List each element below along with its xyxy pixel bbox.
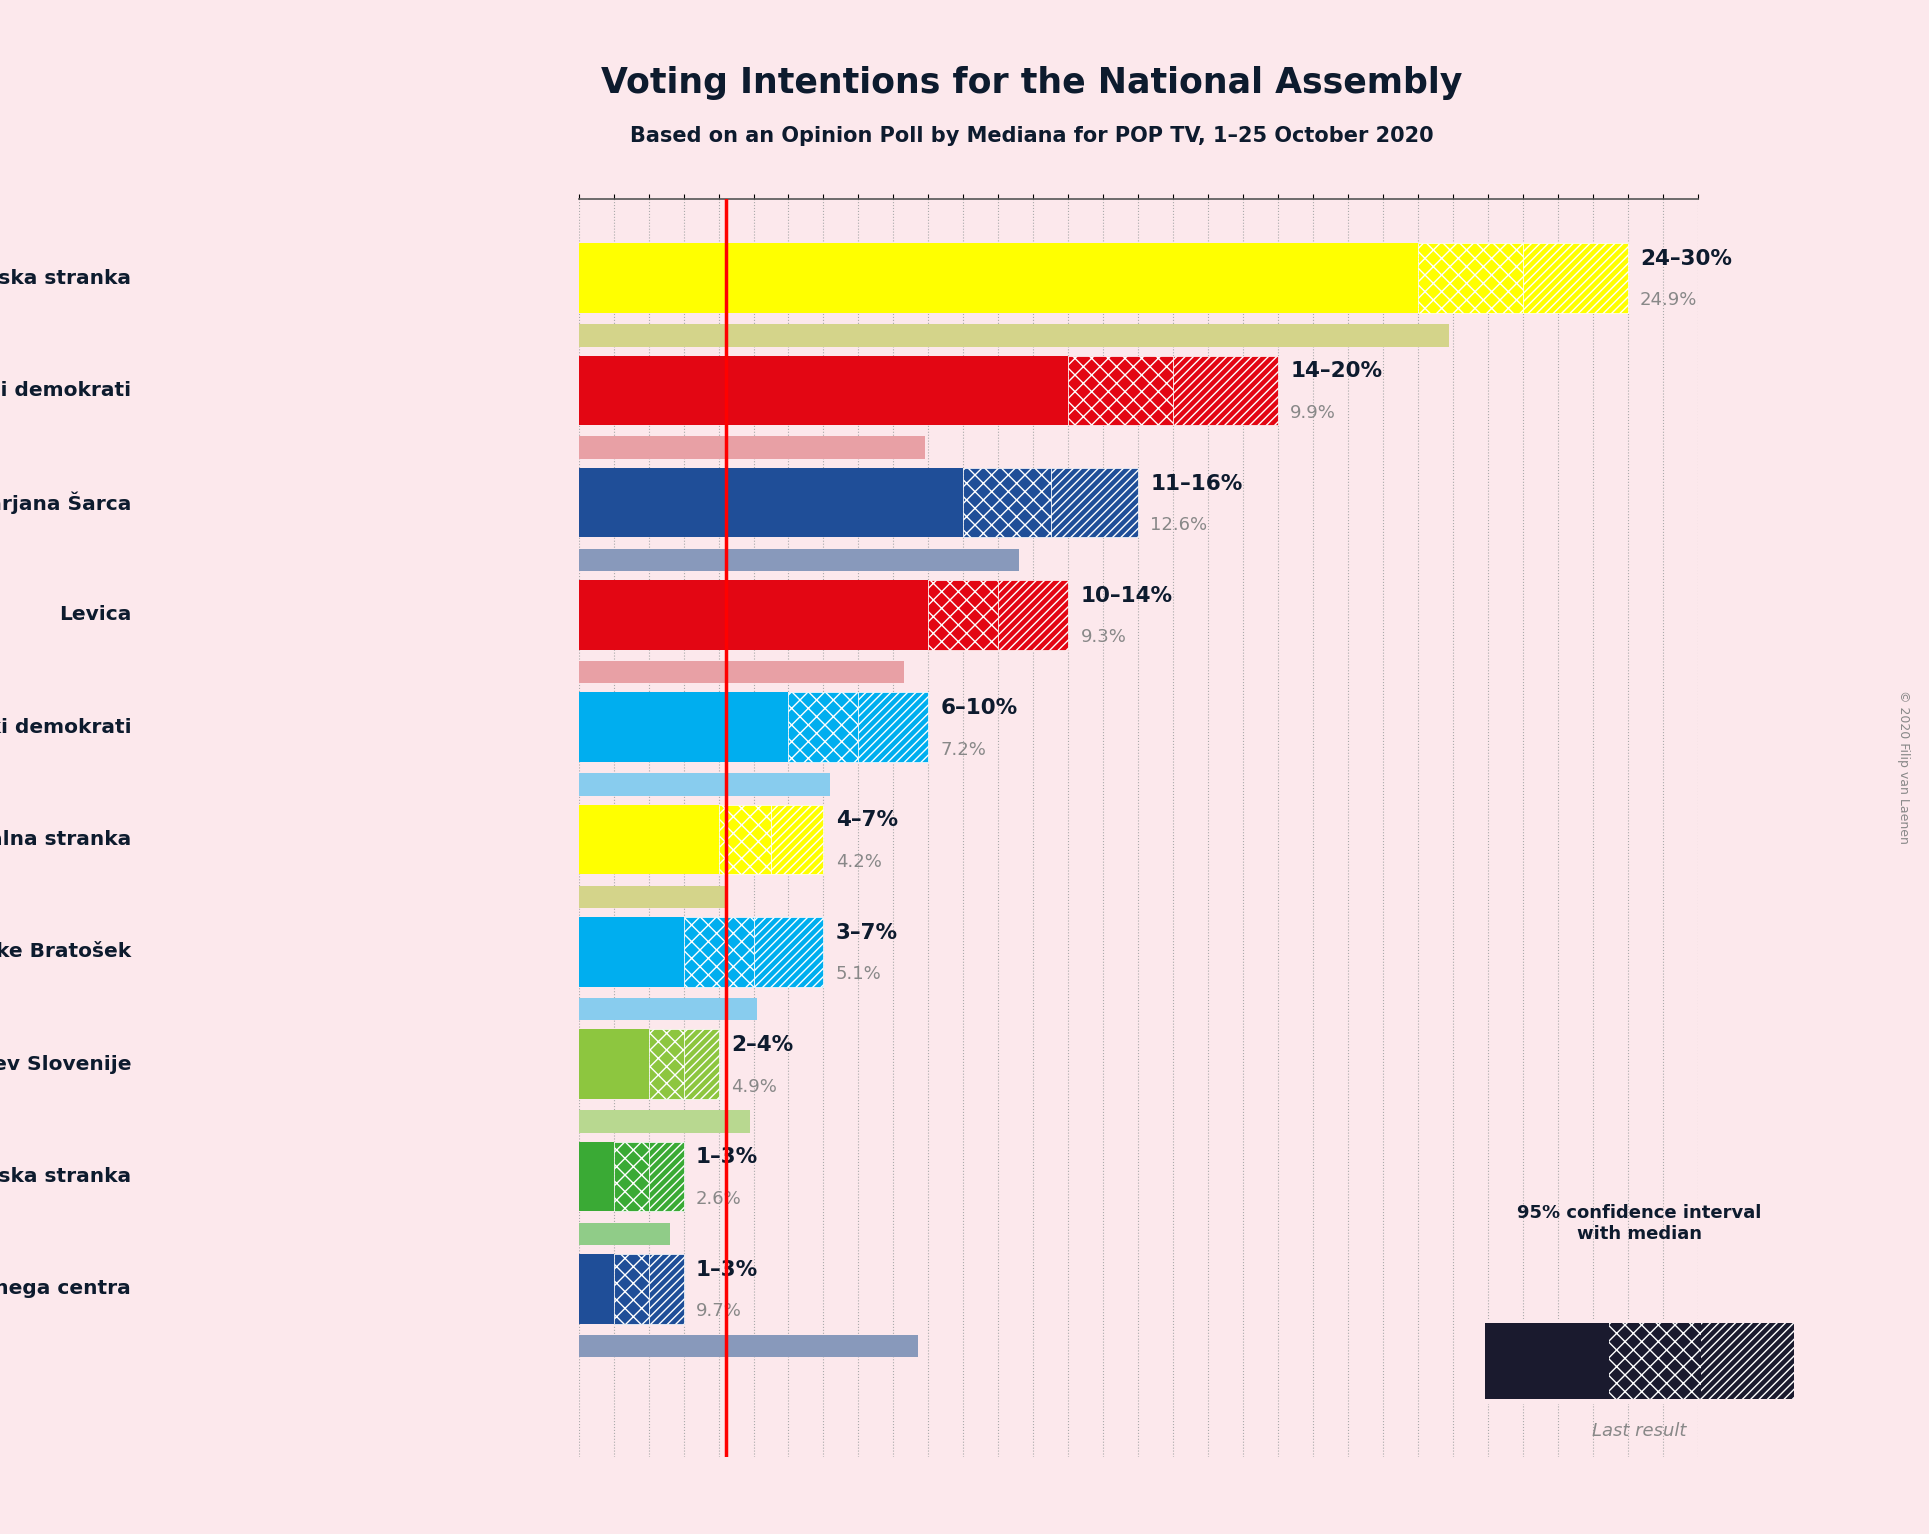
Bar xyxy=(789,692,858,762)
Bar xyxy=(1485,1324,1609,1399)
Bar xyxy=(1051,468,1138,537)
Text: Stranka Alenke Bratošek: Stranka Alenke Bratošek xyxy=(0,942,131,962)
Text: Levica: Levica xyxy=(58,606,131,624)
Text: 14–20%: 14–20% xyxy=(1291,360,1383,382)
Bar xyxy=(579,917,683,986)
Text: Stranka modernega centra: Stranka modernega centra xyxy=(0,1279,131,1298)
Text: 11–16%: 11–16% xyxy=(1150,474,1242,494)
Text: Based on an Opinion Poll by Mediana for POP TV, 1–25 October 2020: Based on an Opinion Poll by Mediana for … xyxy=(631,126,1433,146)
Bar xyxy=(579,436,924,459)
Text: 1–3%: 1–3% xyxy=(696,1147,758,1167)
Text: Nova Slovenija–Krščanski demokrati: Nova Slovenija–Krščanski demokrati xyxy=(0,718,131,738)
Text: 6–10%: 6–10% xyxy=(941,698,1019,718)
Bar xyxy=(718,805,772,874)
Text: Voting Intentions for the National Assembly: Voting Intentions for the National Assem… xyxy=(602,66,1462,100)
Bar xyxy=(1069,356,1173,425)
Bar xyxy=(683,917,754,986)
Text: Slovenska nacionalna stranka: Slovenska nacionalna stranka xyxy=(0,830,131,850)
Bar xyxy=(579,244,1418,313)
Bar xyxy=(579,1253,613,1324)
Bar xyxy=(754,917,824,986)
Bar xyxy=(1609,1324,1701,1399)
Bar xyxy=(1418,244,1522,313)
Text: 7.2%: 7.2% xyxy=(941,741,986,759)
Bar xyxy=(579,999,756,1020)
Text: 4–7%: 4–7% xyxy=(835,810,897,830)
Bar xyxy=(648,1029,683,1098)
Text: Slovenska demokratska stranka: Slovenska demokratska stranka xyxy=(0,268,131,287)
Text: Socialni demokrati: Socialni demokrati xyxy=(0,380,131,400)
Text: 24.9%: 24.9% xyxy=(1640,291,1698,310)
Bar xyxy=(648,1253,683,1324)
Bar xyxy=(579,773,829,796)
Bar xyxy=(613,1253,648,1324)
Text: 4.2%: 4.2% xyxy=(835,853,882,871)
Bar xyxy=(963,468,1051,537)
Text: 10–14%: 10–14% xyxy=(1080,586,1173,606)
Bar xyxy=(772,805,824,874)
Text: 2.6%: 2.6% xyxy=(696,1190,741,1207)
Text: 9.3%: 9.3% xyxy=(1080,629,1127,646)
Bar xyxy=(928,580,999,650)
Bar xyxy=(579,885,725,908)
Bar xyxy=(579,1223,669,1246)
Bar xyxy=(1701,1324,1794,1399)
Bar xyxy=(579,805,718,874)
Text: 9.7%: 9.7% xyxy=(696,1302,743,1321)
Text: © 2020 Filip van Laenen: © 2020 Filip van Laenen xyxy=(1898,690,1910,844)
Bar xyxy=(1173,356,1277,425)
Bar xyxy=(579,1335,918,1358)
Text: Lista Marjana Šarca: Lista Marjana Šarca xyxy=(0,491,131,514)
Text: 24–30%: 24–30% xyxy=(1640,249,1732,268)
Bar xyxy=(579,324,1449,347)
Bar xyxy=(579,661,905,684)
Bar xyxy=(999,580,1069,650)
Bar xyxy=(579,692,789,762)
Text: 1–3%: 1–3% xyxy=(696,1259,758,1279)
Text: 9.9%: 9.9% xyxy=(1291,403,1337,422)
Text: 2–4%: 2–4% xyxy=(731,1035,793,1055)
Bar xyxy=(648,1141,683,1212)
Bar xyxy=(579,580,928,650)
Bar xyxy=(579,356,1069,425)
Text: 3–7%: 3–7% xyxy=(835,923,897,943)
Bar xyxy=(579,468,963,537)
Text: 5.1%: 5.1% xyxy=(835,965,882,983)
Bar xyxy=(613,1141,648,1212)
Text: 95% confidence interval
with median: 95% confidence interval with median xyxy=(1518,1204,1761,1243)
Text: 4.9%: 4.9% xyxy=(731,1078,777,1095)
Bar xyxy=(579,549,1019,571)
Text: Last result: Last result xyxy=(1593,1422,1686,1440)
Text: 12.6%: 12.6% xyxy=(1150,515,1208,534)
Bar xyxy=(1522,244,1628,313)
Text: Demokratična stranka upokojencev Slovenije: Demokratična stranka upokojencev Sloveni… xyxy=(0,1054,131,1074)
Bar xyxy=(579,1141,613,1212)
Bar xyxy=(858,692,928,762)
Bar xyxy=(579,1029,648,1098)
Bar xyxy=(683,1029,718,1098)
Text: Slovenska ljudska stranka: Slovenska ljudska stranka xyxy=(0,1167,131,1186)
Bar xyxy=(579,1111,750,1132)
